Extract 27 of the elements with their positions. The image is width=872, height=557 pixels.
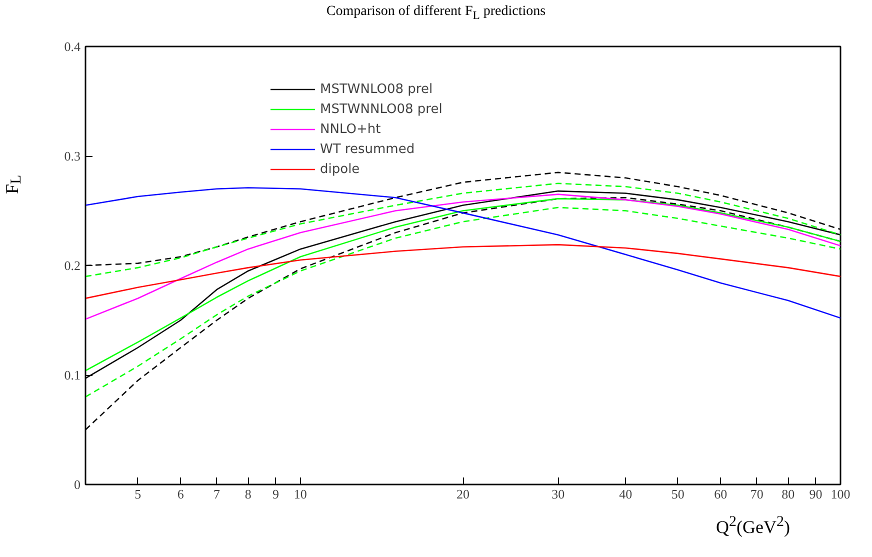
x-tick-label: 30 xyxy=(552,486,565,502)
chart-title: Comparison of different F$_{L}$ predictions xyxy=(326,3,546,24)
x-axis-title: Q$^{2}$(GeV$^{2}$) xyxy=(716,513,790,539)
y-tick-label: 0.4 xyxy=(64,39,81,54)
x-tick-label: 40 xyxy=(619,486,632,502)
x-tick-label: 60 xyxy=(714,486,728,502)
legend-label: MSTWNNLO08 prel xyxy=(320,100,442,118)
x-tick-label: 70 xyxy=(750,486,764,502)
x-tick-label: 90 xyxy=(809,486,822,502)
legend-label: WT resummed xyxy=(320,140,415,158)
x-tick-label: 6 xyxy=(177,486,184,502)
x-tick-label: 10 xyxy=(294,486,307,502)
x-tick-label: 5 xyxy=(134,486,142,502)
legend-label: dipole xyxy=(320,160,360,178)
x-tick-label: 9 xyxy=(272,486,279,502)
legend-label: NNLO+ht xyxy=(320,120,381,138)
y-tick-label: 0.2 xyxy=(64,258,80,273)
x-tick-label: 7 xyxy=(214,486,221,502)
y-tick-label: 0.1 xyxy=(64,368,80,382)
x-tick-label: 50 xyxy=(671,486,684,502)
x-tick-label: 80 xyxy=(782,486,795,502)
y-tick-label: 0 xyxy=(74,477,80,492)
y-tick-label: 0.3 xyxy=(64,148,80,164)
x-tick-label: 100 xyxy=(830,486,850,502)
x-tick-label: 20 xyxy=(456,486,470,502)
legend-label: MSTWNLO08 prel xyxy=(320,80,433,98)
x-tick-label: 8 xyxy=(244,486,252,502)
